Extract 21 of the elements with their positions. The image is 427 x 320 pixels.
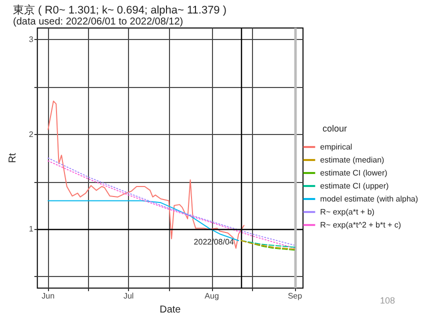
legend-label: R~ exp(a*t + b) bbox=[320, 208, 375, 216]
legend-label: model estimate (with alpha) bbox=[320, 194, 418, 204]
chart-subtitle: (data used: 2022/06/01 to 2022/08/12) bbox=[13, 16, 184, 28]
legend-label: estimate CI (upper) bbox=[320, 182, 389, 190]
x-axis-title: Date bbox=[160, 304, 182, 316]
y-axis-title: Rt bbox=[8, 152, 18, 164]
chart-title: 東京 ( R0~ 1.301; k~ 0.694; alpha~ 11.379 ) bbox=[13, 4, 227, 16]
x-tick-label: Jun bbox=[42, 292, 55, 301]
text: 108 bbox=[380, 296, 396, 306]
y-tick-label: 1 bbox=[28, 224, 34, 234]
y-tick-label: 2 bbox=[28, 130, 34, 139]
legend-label: empirical bbox=[320, 142, 352, 152]
line-series bbox=[48, 100, 244, 249]
x-tick-label: Sep bbox=[288, 292, 303, 301]
legend-label: R~ exp(a*t^2 + b*t + c) bbox=[320, 220, 402, 230]
legend-label: estimate CI (lower) bbox=[320, 168, 388, 178]
legend-label: estimate (median) bbox=[320, 156, 385, 164]
legend-title: colour bbox=[322, 124, 348, 134]
x-tick-label: Aug bbox=[204, 292, 219, 301]
x-tick-label: Jul bbox=[123, 292, 134, 301]
y-tick-label: 3 bbox=[28, 34, 34, 44]
